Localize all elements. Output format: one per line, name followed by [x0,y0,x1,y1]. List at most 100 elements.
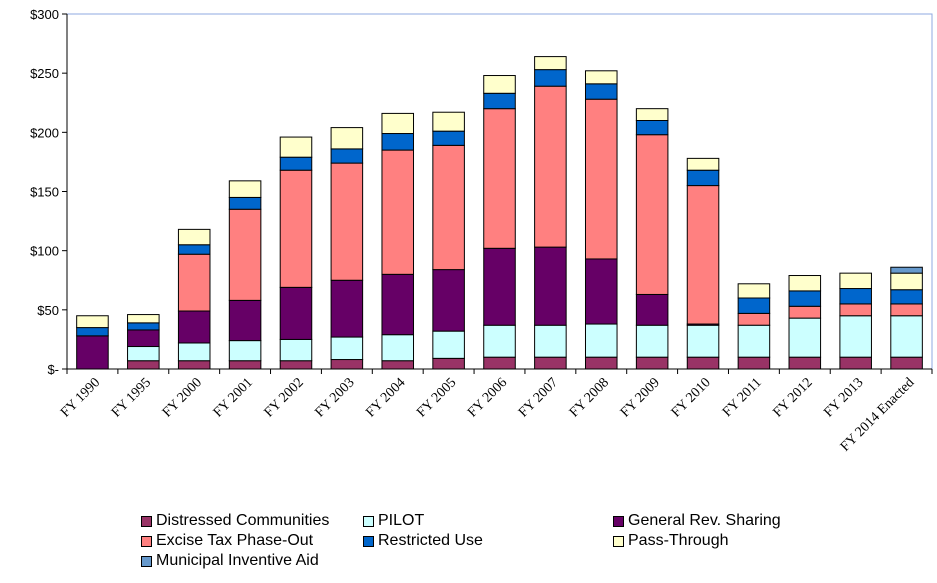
bar-segment [788,305,822,319]
legend-swatch [141,555,152,567]
bar-segment [330,336,364,361]
bar-segment [432,130,465,146]
bar-segment [483,247,516,326]
bar-segment [177,342,211,362]
x-tick-label: FY 2004 [363,375,408,420]
legend-item-distressed-communities: Distressed Communities [141,512,329,530]
bar-segment [890,315,923,358]
legend-label: Distressed Communities [156,512,330,529]
bar-segment [584,83,618,100]
legend-label: General Rev. Sharing [628,512,781,529]
bar-segment [686,169,720,187]
bar-segment [279,136,313,158]
bar-segment [330,127,364,150]
y-tick-label: $200 [30,125,59,140]
x-tick-label: FY 2003 [313,375,358,420]
bar-segment [381,334,415,362]
bar-segment [483,324,516,358]
bar-segment [839,303,872,317]
bar-segment [534,56,567,71]
bar-segment [686,157,720,171]
bar-segment [890,303,923,317]
bar-segment [483,108,516,249]
bar-segment [788,317,822,358]
legend-swatch [363,535,374,547]
bar-segment [584,258,618,325]
bar-segment [279,156,313,171]
y-tick-label: $50 [37,303,59,318]
bar-segment [432,330,465,359]
x-tick-label: FY 2013 [821,375,866,420]
legend-item-municipal-inventive-aid: Municipal Inventive Aid [141,552,319,570]
bar-segment [483,356,516,370]
x-tick-label: FY 2008 [567,375,612,420]
legend-item-general-rev-sharing: General Rev. Sharing [613,512,781,530]
legend-label: Restricted Use [378,532,483,549]
bar-segment [177,360,211,370]
bar-segment [177,228,211,246]
bar-segment [381,133,415,151]
bar-segment [686,324,720,358]
bar-segment [737,324,771,358]
bar-segment [127,322,160,331]
bar-segment [177,253,211,312]
bar-segment [228,340,262,362]
bar-segment [127,329,160,348]
legend-label: Pass-Through [628,532,729,549]
legend-swatch [613,535,624,547]
bar-segment [228,299,262,342]
bar-segment [432,144,465,271]
bar-segment [635,356,669,370]
bar-segment [279,338,313,362]
bar-segment [127,346,160,362]
bar-segment [839,356,872,370]
bar-segment [635,134,669,295]
legend-swatch [141,535,152,547]
bar-segment [330,279,364,338]
bar-segment [534,246,567,326]
bar-segment [228,180,262,198]
y-tick-label: $100 [30,244,59,259]
x-tick-label: FY 2005 [414,375,459,420]
bar-segment [635,293,669,326]
bar-segment [381,149,415,275]
bar-segment [279,360,313,370]
bar-segment [127,360,160,370]
bar-segment [534,69,567,87]
y-tick-label: $150 [30,185,59,200]
bar-segment [737,283,771,299]
bar-segment [890,272,923,291]
bar-segment [839,315,872,358]
bar-segment [483,92,516,110]
bar-segment [584,356,618,370]
y-axis-ticks: $- $50 $100 $150 $200 $250 $300 [30,7,67,377]
bar-segment [635,324,669,358]
x-tick-label: FY 2006 [465,375,510,420]
bars-group [76,56,923,370]
bar-segment [534,85,567,248]
bar-segment [76,327,109,337]
bar-segment [534,356,567,370]
bar-segment [584,323,618,358]
y-tick-label: $- [47,362,59,377]
bar-segment [890,266,923,274]
legend-swatch [141,515,152,527]
bar-segment [432,357,465,370]
x-tick-label: FY 2012 [770,375,815,420]
bar-segment [737,356,771,370]
bar-segment [279,286,313,340]
bar-segment [432,111,465,132]
legend-item-pilot: PILOT [363,512,424,530]
bar-segment [228,360,262,370]
x-tick-label: FY 2009 [618,375,663,420]
x-tick-label: FY 2011 [720,375,765,420]
bar-segment [381,360,415,370]
bar-segment [76,315,109,329]
bar-segment [76,335,109,370]
bar-segment [381,273,415,336]
bar-segment [686,356,720,370]
x-tick-label: FY 1995 [109,375,154,420]
legend-item-excise-tax-phase-out: Excise Tax Phase-Out [141,532,313,550]
bar-segment [330,148,364,164]
bar-segment [228,208,262,301]
